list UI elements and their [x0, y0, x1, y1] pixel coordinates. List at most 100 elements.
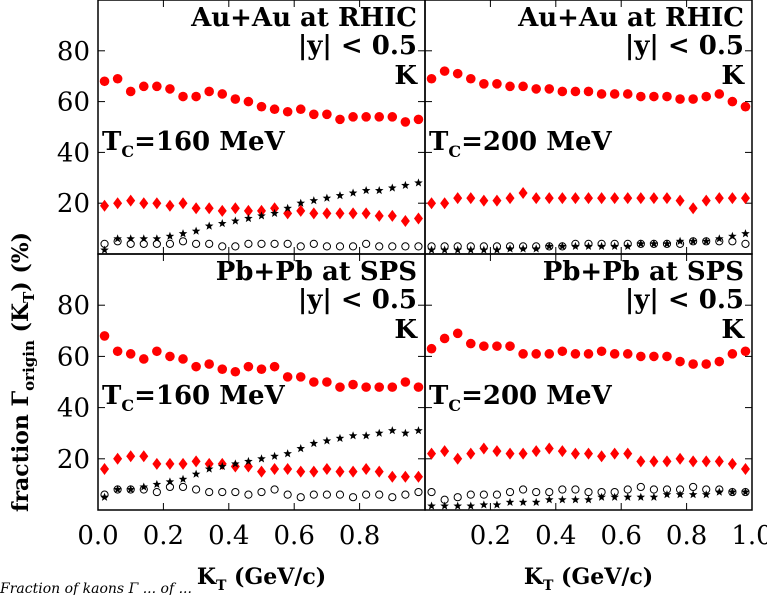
data-point-circle: [243, 361, 254, 372]
data-point-diamond: [413, 470, 423, 483]
data-point-star: [479, 500, 489, 509]
data-point-circle: [701, 359, 712, 369]
data-point-open-circle: [270, 485, 279, 494]
data-point-circle: [243, 96, 254, 107]
data-point-circle: [217, 364, 228, 375]
data-point-open-circle: [715, 485, 724, 494]
data-point-open-circle: [479, 490, 488, 499]
data-point-circle: [204, 359, 214, 369]
data-point-diamond: [152, 197, 162, 210]
data-point-diamond: [440, 445, 450, 458]
data-point-diamond: [270, 202, 280, 215]
data-point-circle: [152, 81, 162, 92]
data-point-open-circle: [100, 239, 109, 248]
data-point-open-circle: [702, 485, 711, 494]
data-point-star: [610, 492, 619, 501]
data-point-diamond: [126, 194, 136, 207]
data-point-star: [701, 236, 711, 245]
data-point-star: [113, 485, 122, 494]
data-point-open-circle: [427, 242, 436, 251]
data-point-open-circle: [728, 237, 737, 246]
data-point-star: [636, 239, 646, 248]
data-point-star: [270, 208, 279, 217]
data-point-diamond: [427, 197, 437, 210]
panel-top-right: Au+Au at RHIC|y| < 0.5K TC=200 MeV: [425, 0, 752, 254]
series-star-black: [427, 229, 750, 254]
data-point-open-circle: [466, 490, 475, 499]
data-point-open-circle: [662, 485, 672, 494]
data-point-diamond: [335, 465, 345, 478]
data-point-open-circle: [139, 239, 148, 248]
data-point-open-circle: [427, 487, 436, 497]
data-point-open-circle: [257, 487, 266, 497]
data-point-circle: [191, 91, 201, 102]
data-point-open-circle: [662, 239, 672, 248]
data-point-star: [165, 231, 175, 240]
data-point-open-circle: [401, 490, 410, 499]
data-point-open-circle: [558, 485, 567, 494]
data-point-star: [518, 244, 528, 253]
data-point-diamond: [217, 204, 227, 217]
x-axis-label: KT (GeV/c): [524, 564, 653, 594]
data-point-star: [741, 229, 750, 238]
data-point-circle: [309, 109, 319, 120]
data-point-open-circle: [362, 490, 371, 499]
data-point-open-circle: [126, 239, 135, 248]
data-point-circle: [465, 73, 476, 84]
data-point-diamond: [597, 192, 607, 205]
data-point-circle: [413, 382, 424, 392]
data-point-circle: [361, 112, 371, 122]
data-point-diamond: [492, 194, 502, 207]
data-point-open-circle: [649, 239, 659, 248]
data-point-star: [231, 216, 240, 225]
data-point-open-circle: [244, 490, 253, 499]
data-point-open-circle: [492, 490, 502, 499]
data-point-open-circle: [479, 242, 488, 251]
data-point-circle: [230, 94, 241, 104]
data-point-diamond: [178, 457, 188, 470]
series-circle-red: [99, 331, 424, 392]
data-point-star: [662, 239, 672, 248]
data-point-circle: [335, 114, 345, 125]
data-point-star: [113, 234, 122, 243]
data-point-circle: [596, 89, 607, 99]
data-point-circle: [99, 76, 110, 87]
data-point-star: [100, 492, 109, 501]
data-point-open-circle: [532, 242, 541, 251]
data-point-diamond: [270, 463, 280, 476]
data-point-circle: [335, 382, 345, 392]
data-point-circle: [583, 349, 594, 359]
data-point-diamond: [570, 192, 580, 205]
series-star-black: [100, 426, 423, 501]
data-point-circle: [596, 346, 607, 357]
panel-label-line: Pb+Pb at SPS: [216, 257, 417, 287]
data-point-circle: [426, 343, 437, 354]
series-diamond-red: [427, 442, 750, 476]
data-point-circle: [152, 346, 162, 357]
data-point-diamond: [113, 452, 123, 465]
data-point-open-circle: [702, 237, 711, 246]
data-point-star: [414, 426, 423, 435]
data-point-star: [335, 191, 345, 200]
data-point-diamond: [688, 455, 698, 468]
data-point-star: [636, 492, 646, 501]
data-point-circle: [178, 354, 188, 364]
data-point-circle: [269, 104, 280, 115]
data-point-star: [388, 183, 397, 192]
data-point-circle: [583, 86, 594, 97]
data-point-diamond: [531, 192, 541, 205]
data-point-diamond: [453, 452, 463, 465]
data-point-circle: [622, 89, 633, 99]
data-point-star: [296, 444, 306, 453]
data-point-star: [571, 495, 580, 504]
data-point-diamond: [139, 197, 149, 210]
data-point-diamond: [413, 212, 423, 225]
data-point-star: [152, 234, 162, 243]
data-point-diamond: [610, 447, 620, 460]
data-point-star: [675, 490, 685, 499]
data-point-diamond: [531, 445, 541, 458]
y-tick-label: 40: [57, 138, 90, 168]
data-point-circle: [191, 361, 201, 372]
data-point-circle: [609, 349, 620, 359]
data-point-diamond: [100, 199, 110, 212]
